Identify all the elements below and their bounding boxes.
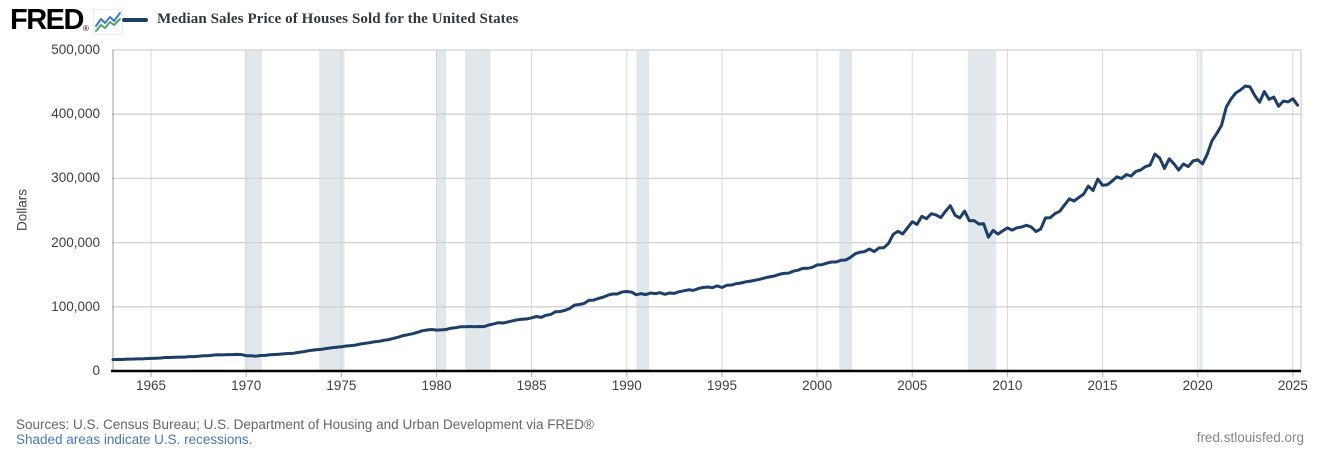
site-url: fred.stlouisfed.org (1196, 430, 1304, 445)
x-tick-label: 1970 (231, 378, 262, 393)
chart-header: FRED ® Median Sales Price of Houses Sold … (0, 0, 1320, 44)
legend-line-swatch (122, 17, 148, 22)
y-tick-label: 400,000 (51, 106, 100, 122)
recession-band (839, 50, 852, 371)
recession-band (319, 50, 345, 371)
recession-band (244, 50, 263, 371)
x-tick-label: 2025 (1277, 378, 1308, 393)
x-tick-label: 1990 (611, 378, 642, 393)
sparkline-icon (92, 9, 123, 35)
fred-logo[interactable]: FRED ® (10, 6, 123, 35)
y-tick-label: 500,000 (51, 42, 100, 57)
chart-plot-area[interactable]: 0 100,000 200,000 300,000 400,000 500,000 1965… (0, 0, 1320, 410)
x-tick-label: 1985 (516, 378, 547, 393)
recession-band (1199, 50, 1203, 371)
recession-band (967, 50, 997, 371)
recession-note-link[interactable]: Shaded areas indicate U.S. recessions. (16, 432, 253, 447)
data-line (111, 84, 1300, 362)
fred-logo-text: FRED (10, 4, 84, 36)
x-tick-label: 1995 (706, 378, 737, 393)
legend: Median Sales Price of Houses Sold for th… (122, 11, 518, 28)
x-tick-label: 2020 (1182, 378, 1213, 393)
y-axis-title: Dollars (14, 188, 30, 232)
y-tick-label: 200,000 (51, 234, 100, 250)
y-tick-label: 0 (92, 363, 100, 378)
x-tick-label: 2000 (802, 378, 833, 393)
x-tick-label: 1965 (136, 378, 167, 393)
recession-band (636, 50, 650, 371)
y-tick-label: 300,000 (51, 170, 100, 186)
x-tick-label: 2015 (1087, 378, 1118, 393)
y-tick-label: 100,000 (51, 298, 100, 314)
recession-band (465, 50, 491, 371)
plot-canvas (111, 49, 1302, 377)
sources-text: Sources: U.S. Census Bureau; U.S. Depart… (16, 417, 594, 432)
recession-band (436, 50, 447, 371)
x-tick-label: 1975 (326, 378, 357, 393)
x-tick-label: 2010 (992, 378, 1023, 393)
x-tick-label: 1980 (421, 378, 452, 393)
x-tick-label: 2005 (897, 378, 928, 393)
series-title: Median Sales Price of Houses Sold for th… (157, 11, 519, 27)
registered-mark-icon: ® (82, 24, 89, 33)
